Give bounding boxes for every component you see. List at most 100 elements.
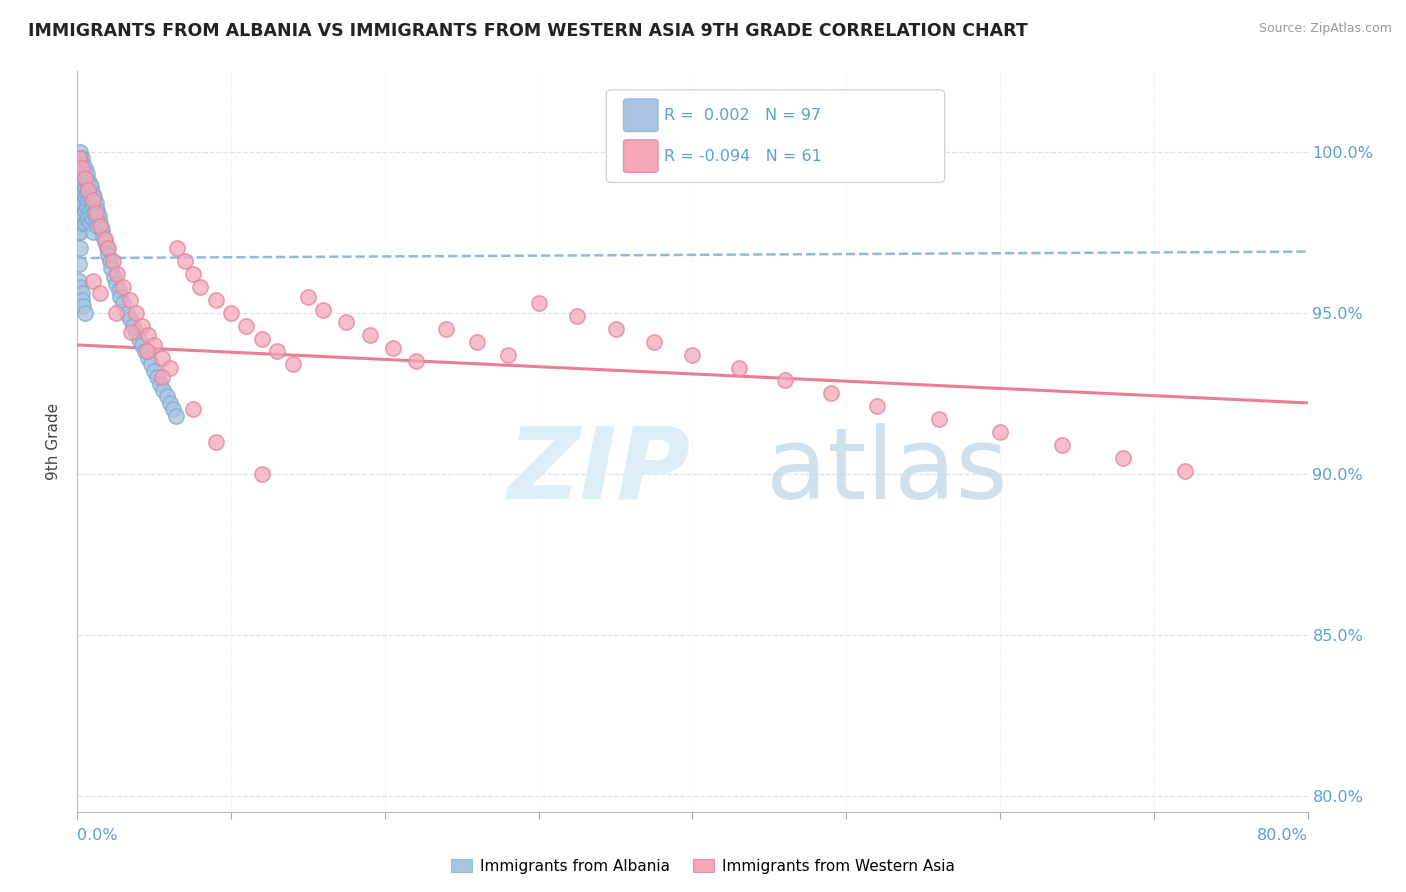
- Point: [465, 334, 488, 349]
- Point: [141, 357, 163, 371]
- Point: [605, 322, 627, 336]
- Point: [773, 373, 796, 387]
- Point: [79, 216, 101, 230]
- Point: [496, 348, 519, 362]
- Point: [120, 325, 142, 339]
- Text: Source: ZipAtlas.com: Source: ZipAtlas.com: [1258, 22, 1392, 36]
- Point: [73, 306, 96, 320]
- Point: [70, 151, 93, 165]
- Point: [204, 293, 226, 307]
- Point: [104, 306, 127, 320]
- Point: [69, 151, 91, 165]
- Point: [100, 260, 122, 275]
- Point: [69, 209, 91, 223]
- Point: [72, 299, 94, 313]
- Point: [266, 344, 288, 359]
- Point: [104, 277, 127, 291]
- Point: [87, 209, 110, 223]
- Point: [152, 383, 174, 397]
- Point: [1050, 438, 1073, 452]
- Point: [219, 306, 242, 320]
- Point: [69, 241, 91, 255]
- Point: [79, 177, 101, 191]
- Point: [86, 202, 108, 217]
- Point: [1174, 463, 1197, 477]
- Point: [297, 290, 319, 304]
- Point: [165, 409, 187, 423]
- Point: [70, 286, 93, 301]
- FancyBboxPatch shape: [624, 99, 658, 131]
- Point: [72, 167, 94, 181]
- Point: [204, 434, 226, 449]
- Point: [159, 360, 181, 375]
- Text: R =  0.002   N = 97: R = 0.002 N = 97: [664, 108, 821, 123]
- Point: [83, 206, 105, 220]
- Point: [67, 161, 90, 175]
- Point: [73, 202, 96, 217]
- Point: [76, 167, 98, 181]
- Point: [118, 312, 141, 326]
- Point: [682, 348, 704, 362]
- Point: [335, 315, 357, 329]
- Point: [166, 241, 188, 255]
- Point: [136, 328, 159, 343]
- Point: [79, 190, 101, 204]
- Point: [565, 309, 588, 323]
- Point: [94, 232, 117, 246]
- Point: [72, 158, 94, 172]
- Point: [146, 370, 169, 384]
- Point: [69, 225, 91, 239]
- Point: [235, 318, 257, 333]
- Point: [112, 296, 135, 310]
- Text: 0.0%: 0.0%: [77, 828, 118, 843]
- Point: [73, 161, 96, 175]
- Point: [82, 200, 104, 214]
- Point: [103, 270, 125, 285]
- Point: [77, 209, 100, 223]
- Point: [134, 344, 156, 359]
- Point: [70, 193, 93, 207]
- Point: [181, 402, 204, 417]
- Point: [82, 274, 104, 288]
- Point: [90, 222, 114, 236]
- Point: [77, 193, 100, 207]
- Point: [86, 219, 108, 233]
- Point: [125, 306, 148, 320]
- Point: [82, 225, 104, 239]
- Point: [73, 180, 96, 194]
- Point: [112, 280, 135, 294]
- Text: ZIP: ZIP: [508, 423, 690, 520]
- Point: [70, 177, 93, 191]
- Point: [727, 360, 749, 375]
- Point: [181, 267, 204, 281]
- Text: 80.0%: 80.0%: [1257, 828, 1308, 843]
- Point: [89, 216, 111, 230]
- Point: [72, 209, 94, 223]
- Point: [69, 161, 91, 175]
- Point: [174, 254, 197, 268]
- Point: [108, 283, 131, 297]
- Point: [121, 318, 143, 333]
- Point: [96, 241, 118, 255]
- Point: [84, 212, 107, 227]
- Point: [150, 370, 173, 384]
- Point: [73, 170, 96, 185]
- Point: [73, 216, 96, 230]
- Point: [405, 354, 427, 368]
- FancyBboxPatch shape: [606, 90, 945, 183]
- Point: [76, 186, 98, 201]
- Point: [70, 161, 93, 175]
- Point: [69, 167, 91, 181]
- Point: [67, 258, 90, 272]
- Point: [83, 190, 105, 204]
- Point: [312, 302, 335, 317]
- Point: [69, 193, 91, 207]
- Point: [359, 328, 381, 343]
- Point: [98, 254, 121, 268]
- Point: [67, 193, 90, 207]
- Point: [110, 290, 132, 304]
- Point: [82, 212, 104, 227]
- Point: [281, 357, 304, 371]
- Point: [70, 170, 93, 185]
- Point: [80, 209, 103, 223]
